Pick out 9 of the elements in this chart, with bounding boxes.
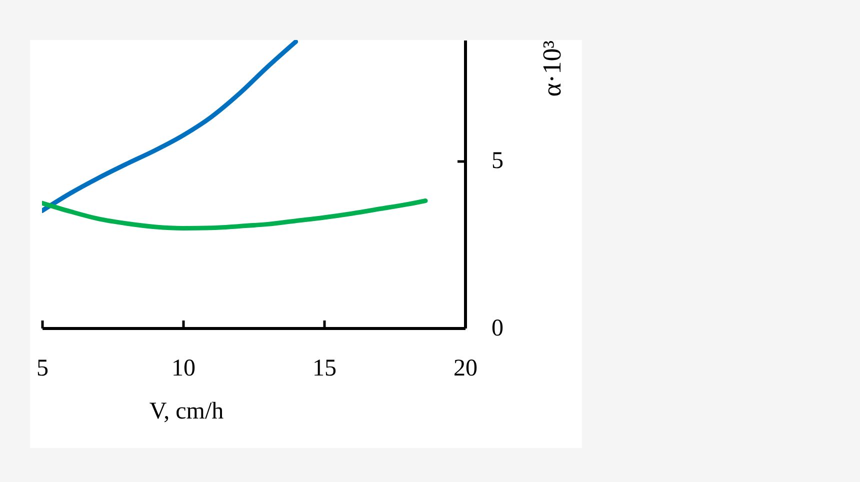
line-series [42,198,428,230]
y-axis-title: α·10³ [538,40,566,97]
x-tick-label: 10 [172,356,196,382]
x-tick-label: 15 [312,356,336,382]
x-tick-label: 20 [454,356,478,382]
x-tick-label: 5 [36,356,48,382]
line-series [42,40,298,214]
x-axis-title: V, cm/h [149,398,224,424]
y-tick-label: 0 [492,316,504,342]
